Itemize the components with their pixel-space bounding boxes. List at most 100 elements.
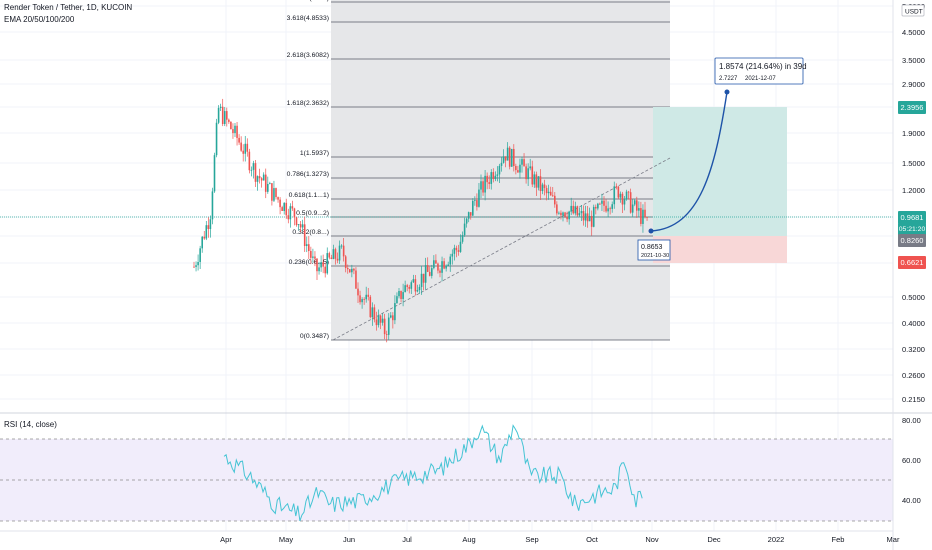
candle-body xyxy=(250,169,253,171)
candle-body xyxy=(498,165,501,175)
symbol-legend[interactable]: Render Token / Tether, 1D, KUCOIN xyxy=(4,3,133,12)
candle-body xyxy=(615,186,618,188)
long-position-loss-zone[interactable] xyxy=(653,236,787,263)
candle-body xyxy=(582,211,585,221)
candle-body xyxy=(494,175,497,180)
currency-badge[interactable] xyxy=(901,4,925,17)
candle-body xyxy=(568,211,570,220)
candle-body xyxy=(254,163,257,182)
candle-body xyxy=(443,261,445,269)
candle-body xyxy=(201,236,203,249)
candle-body xyxy=(445,265,447,269)
candle-body xyxy=(349,269,351,273)
price-tick-label: 0.2150 xyxy=(902,395,925,404)
candle-body xyxy=(203,236,206,239)
candle-body xyxy=(556,204,558,214)
projection-end-point[interactable] xyxy=(724,89,730,95)
candle-body xyxy=(638,208,640,211)
trend-line[interactable] xyxy=(332,157,671,341)
projection-start-point[interactable] xyxy=(648,228,654,234)
candle-body xyxy=(252,163,255,170)
candle-body xyxy=(318,267,320,272)
candle-body xyxy=(521,159,523,165)
candle-body xyxy=(605,205,607,212)
candle-body xyxy=(631,204,634,213)
candle-body xyxy=(275,188,277,198)
projection-curve[interactable] xyxy=(650,91,728,232)
candle-body xyxy=(244,143,247,154)
candle-body xyxy=(486,175,488,183)
candle-body xyxy=(219,106,222,108)
candle-body xyxy=(195,265,197,267)
candle-body xyxy=(601,200,603,204)
candle-body xyxy=(267,184,269,192)
candle-body xyxy=(595,206,597,209)
candle-body xyxy=(328,253,331,258)
fib-retracement-box[interactable] xyxy=(331,0,670,340)
candle-body xyxy=(373,307,376,320)
candle-body xyxy=(377,315,380,326)
candle-body xyxy=(613,186,616,205)
candle-body xyxy=(646,216,648,218)
candle-body xyxy=(476,200,478,207)
candle-body xyxy=(558,212,560,214)
candle-body xyxy=(383,318,386,335)
rsi-legend[interactable]: RSI (14, close) xyxy=(4,420,57,429)
candle-body xyxy=(381,318,384,323)
candle-body xyxy=(500,162,503,166)
candle-body xyxy=(480,181,482,190)
price-tick-label: 2.9000 xyxy=(902,80,925,89)
time-tick-label: Mar xyxy=(887,535,900,544)
candle-body xyxy=(404,285,406,293)
candle-body xyxy=(439,270,441,273)
rsi-axis[interactable]: 80.00 60.00 40.00 xyxy=(902,416,921,505)
candle-body xyxy=(619,193,622,198)
candle-body xyxy=(636,200,638,211)
candle-body xyxy=(478,189,480,207)
candle-body xyxy=(387,317,390,335)
candle-body xyxy=(246,143,249,152)
candle-body xyxy=(535,174,538,188)
candle-body xyxy=(197,261,199,266)
candle-body xyxy=(193,266,195,268)
candle-body xyxy=(353,268,355,271)
price-axis[interactable]: 5.00004.50003.50002.90001.90001.50001.20… xyxy=(902,2,925,404)
candlestick-series xyxy=(193,98,648,343)
rsi-tick-label: 80.00 xyxy=(902,416,921,425)
candle-body xyxy=(228,119,230,122)
price-tick-label: 3.5000 xyxy=(902,56,925,65)
last-price-badge: 0.9681 xyxy=(898,211,926,224)
candle-body xyxy=(297,224,300,226)
candle-body xyxy=(607,208,609,212)
candle-body xyxy=(566,216,568,220)
candle-body xyxy=(361,299,363,303)
time-tick-label: 2022 xyxy=(768,535,785,544)
candle-body xyxy=(617,186,620,198)
candle-body xyxy=(584,213,587,221)
ema-legend[interactable]: EMA 20/50/100/200 xyxy=(4,15,75,24)
candle-body xyxy=(385,334,388,335)
time-tick-label: Jun xyxy=(343,535,355,544)
candle-body xyxy=(379,315,382,323)
candle-body xyxy=(269,183,271,185)
candle-body xyxy=(449,256,452,265)
candle-body xyxy=(461,235,464,242)
candle-body xyxy=(412,279,415,283)
candle-body xyxy=(527,168,529,180)
time-tick-label: Aug xyxy=(462,535,475,544)
candle-body xyxy=(312,256,314,258)
candle-body xyxy=(515,165,517,171)
time-tick-label: May xyxy=(279,535,293,544)
candle-body xyxy=(375,319,378,326)
candle-body xyxy=(277,197,279,200)
fib-level-label: 0.5(0.9...2) xyxy=(296,210,329,217)
time-axis[interactable]: Apr May Jun Jul Aug Sep Oct Nov Dec 2022 Feb Mar xyxy=(220,535,900,544)
candle-body xyxy=(554,195,556,205)
fib-level-label: 0(0.3487) xyxy=(300,333,329,340)
candle-body xyxy=(629,192,632,213)
candle-body xyxy=(283,202,285,211)
candle-body xyxy=(482,181,484,193)
candle-body xyxy=(322,262,324,267)
candle-body xyxy=(338,245,341,261)
